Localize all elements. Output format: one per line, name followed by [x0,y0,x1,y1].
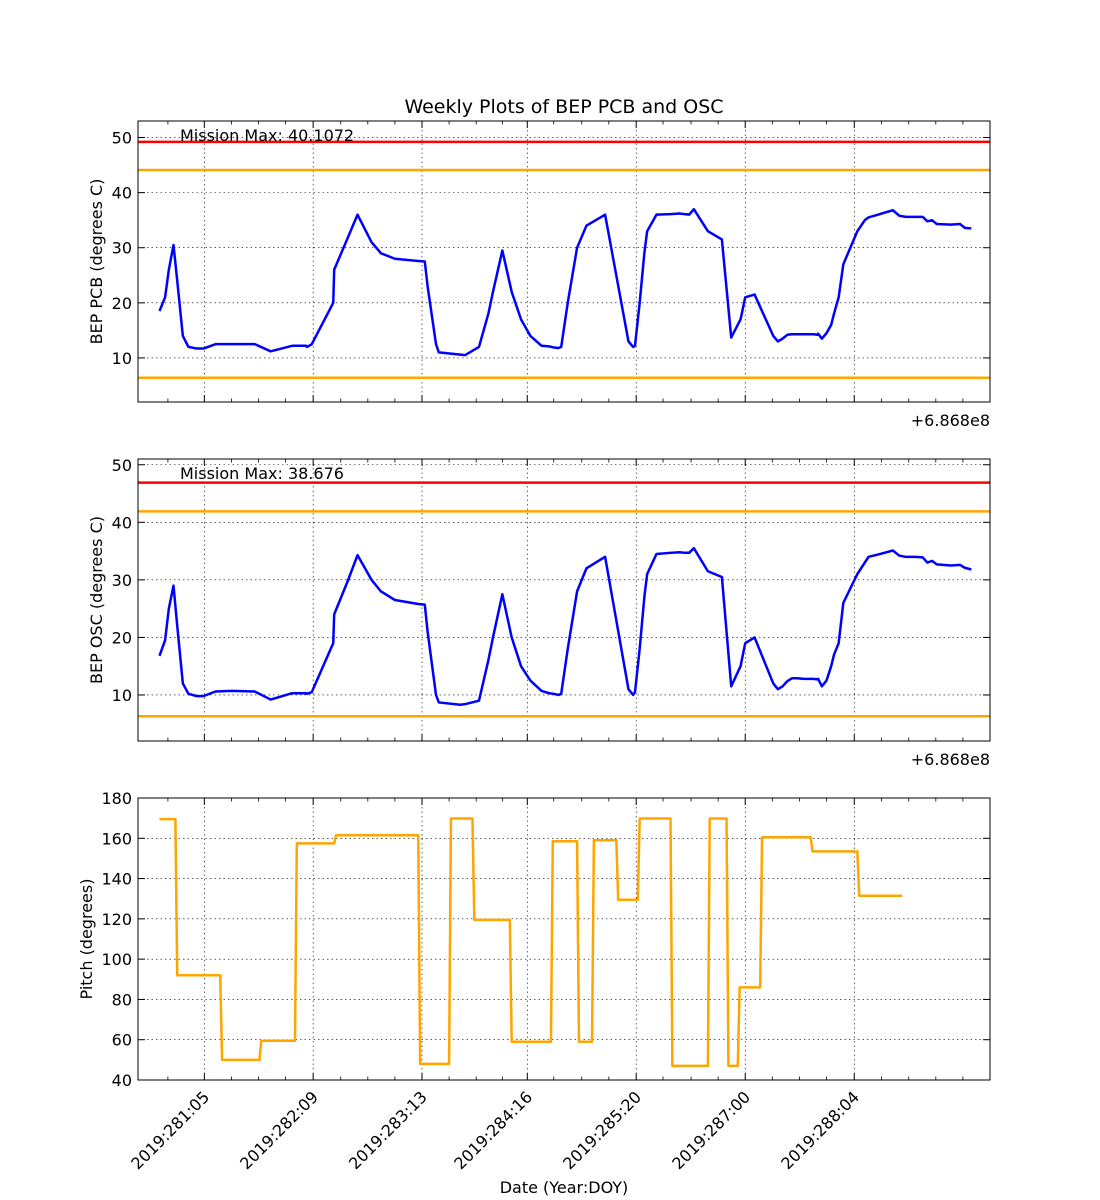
osc-panel: 10 20 30 40 50 Mission Max: 38.676 +6.868e8 BEP… [87,456,991,769]
plot-area [138,798,990,1080]
y-tick-label: 120 [101,910,132,929]
plot-frame [137,797,991,1081]
y-tick-label: 50 [112,456,132,475]
y-tick-label: 180 [101,789,132,808]
y-tick-label: 20 [112,294,132,313]
x-offset-label: +6.868e8 [911,411,990,430]
data-line-osc [158,546,972,706]
y-axis-label: BEP OSC (degrees C) [87,516,106,684]
y-tick-label: 10 [112,686,132,705]
data-line-pitch [159,817,903,1068]
y-tick-label: 40 [112,1071,132,1090]
y-axis-label: BEP PCB (degrees C) [87,179,106,345]
x-axis-label: Date (Year:DOY) [500,1178,629,1197]
x-offset-label: +6.868e8 [911,750,990,769]
y-tick-label: 100 [101,950,132,969]
chart-title: Weekly Plots of BEP PCB and OSC [404,96,723,118]
y-tick-label: 30 [112,571,132,590]
plot-frame [137,458,991,742]
plot-area [138,121,990,402]
y-tick-label: 160 [101,829,132,848]
plot-area [138,459,990,741]
y-tick-label: 50 [112,129,132,148]
y-axis-label: Pitch (degrees) [77,879,96,1000]
mission-max-annotation: Mission Max: 38.676 [180,464,344,483]
y-tick-label: 60 [112,1031,132,1050]
mission-max-annotation: Mission Max: 40.1072 [180,126,354,145]
plot-frame [137,120,991,403]
y-tick-label: 40 [112,513,132,532]
y-tick-label: 140 [101,870,132,889]
pcb-panel: 10 20 30 40 50 Mission Max: 40.1072 +6.868e8 BE… [87,120,991,430]
data-line-pcb [158,207,972,357]
y-tick-label: 30 [112,239,132,258]
y-tick-label: 10 [112,349,132,368]
y-tick-label: 40 [112,184,132,203]
y-tick-label: 80 [112,990,132,1009]
y-tick-label: 20 [112,628,132,647]
